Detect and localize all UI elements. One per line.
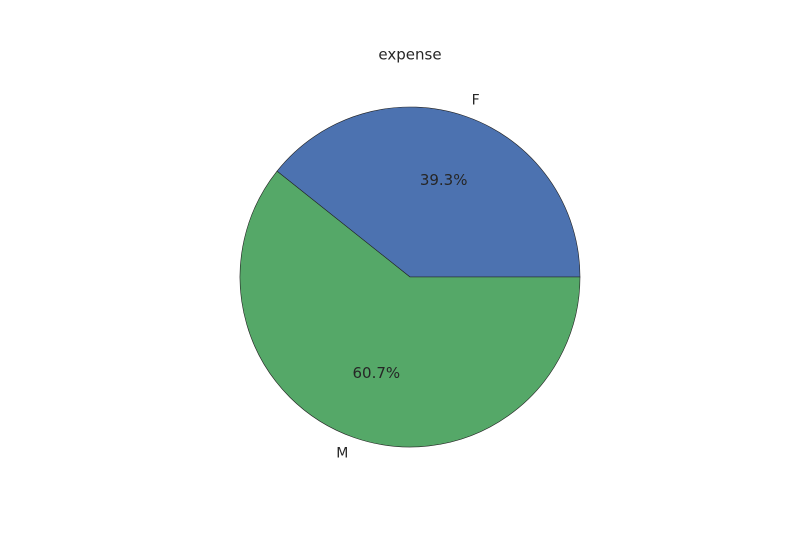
pie-slice <box>276 106 581 278</box>
value-label: 60.7% <box>353 364 401 382</box>
value-label: 39.3% <box>420 171 468 189</box>
chart-title: expense <box>378 46 441 64</box>
category-label: F <box>472 92 480 108</box>
category-label: M <box>336 446 348 462</box>
pie-slice <box>239 170 581 448</box>
